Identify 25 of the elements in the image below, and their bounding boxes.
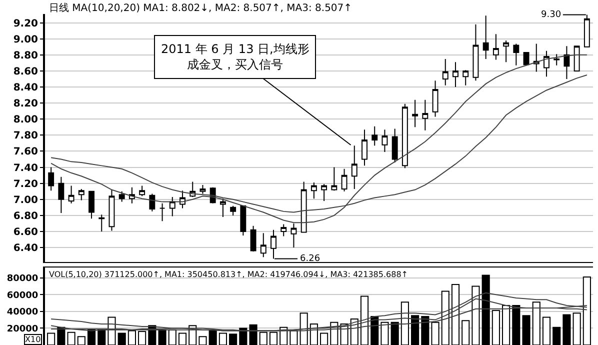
y-tick-label: 6.40 — [13, 243, 38, 254]
y-tick-label: 9.00 — [13, 34, 38, 46]
y-tick-label: 60000 — [6, 290, 38, 301]
annotation: 9.30 — [541, 10, 562, 20]
annotation: 2011 年 6 月 13 日,均线形成金叉，买入信号 — [161, 42, 310, 72]
y-tick-label: 9.20 — [13, 18, 38, 30]
chart-title: VOL(5,10,20) 371125.000↑, MA1: 350450.813↑, MA2: 419746.094↓, MA3: 421385.688↑ — [49, 270, 408, 279]
y-tick-label: 7.40 — [13, 162, 38, 174]
y-tick-label: 6.80 — [13, 210, 38, 222]
y-tick-label: 8.00 — [13, 114, 38, 126]
text: X10 — [25, 335, 41, 344]
y-tick-label: 8.20 — [13, 98, 38, 110]
y-tick-label: 6.60 — [13, 226, 38, 238]
y-tick-label: 8.40 — [13, 82, 38, 94]
y-tick-label: 80000 — [6, 274, 38, 284]
y-tick-label: 7.20 — [13, 178, 38, 190]
y-tick-label: 8.80 — [13, 50, 38, 62]
y-tick-label: 8.60 — [13, 66, 38, 78]
chart-title: 日线 MA(10,20,20) MA1: 8.802↓, MA2: 8.507↑, MA3: 8.507↑ — [49, 2, 352, 14]
annotation: 6.26 — [300, 254, 320, 264]
y-tick-label: 7.00 — [13, 194, 38, 206]
y-tick-label: 7.60 — [13, 146, 38, 158]
y-tick-label: 40000 — [6, 308, 38, 318]
y-tick-label: 7.80 — [13, 130, 38, 142]
y-tick-label: 20000 — [6, 324, 38, 334]
